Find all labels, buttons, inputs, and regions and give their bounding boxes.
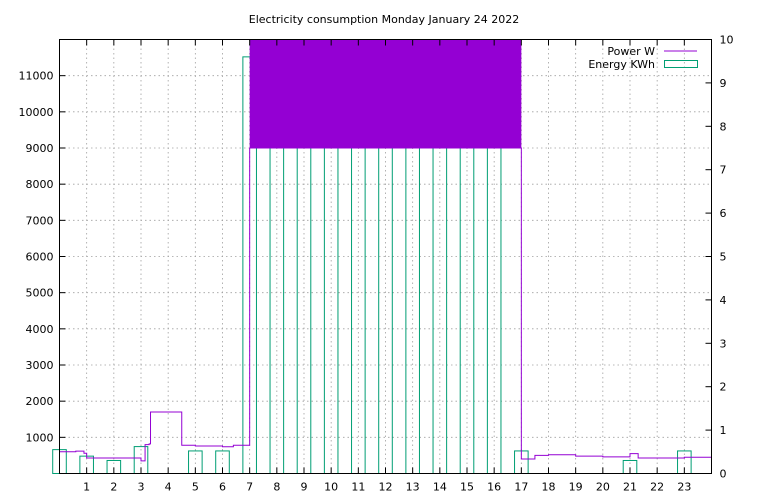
x-tick-label: 2 [110,481,117,494]
y-tick-label: 11000 [19,70,54,83]
y2-tick-label: 10 [720,34,734,47]
y-tick-label: 3000 [26,359,54,372]
legend-power-label: Power W [607,45,655,58]
x-tick-label: 18 [542,481,556,494]
y-tick-label: 6000 [26,251,54,264]
y2-tick-label: 8 [720,120,727,133]
x-tick-label: 22 [650,481,664,494]
legend: Power W Energy KWh [588,45,698,71]
x-tick-label: 5 [192,481,199,494]
y2-tick-label: 3 [720,337,727,350]
x-tick-label: 14 [433,481,447,494]
legend-energy-label: Energy KWh [588,58,655,71]
x-tick-label: 23 [677,481,691,494]
x-tick-label: 11 [351,481,365,494]
power-line [59,147,712,462]
x-tick-label: 8 [273,481,280,494]
x-tick-label: 13 [406,481,420,494]
y2-tick-label: 5 [720,251,727,264]
chart-title: Electricity consumption Monday January 2… [249,13,519,26]
y-tick-label: 7000 [26,214,54,227]
y-tick-label: 9000 [26,142,54,155]
x-tick-label: 9 [301,481,308,494]
x-tick-label: 4 [165,481,172,494]
power-fill [249,39,522,148]
y2-tick-label: 4 [720,294,727,307]
x-tick-label: 16 [487,481,501,494]
power-fill-area [249,39,522,148]
power-line-layer [59,147,712,462]
x-tick-label: 17 [514,481,528,494]
x-tick-label: 10 [324,481,338,494]
y-tick-label: 5000 [26,287,54,300]
y-tick-label: 8000 [26,178,54,191]
x-tick-label: 7 [246,481,253,494]
y2-tick-label: 2 [720,381,727,394]
x-tick-label: 1 [83,481,90,494]
tick-layer: 1 2 3 4 5 6 7 8 9 10 11 12 13 14 15 16 17 18 19 20 21 22 23100… [19,34,734,494]
x-tick-label: 19 [569,481,583,494]
x-tick-label: 3 [138,481,145,494]
x-tick-label: 12 [379,481,393,494]
x-tick-label: 15 [460,481,474,494]
y2-tick-label: 7 [720,164,727,177]
y-tick-label: 10000 [19,106,54,119]
legend-energy-swatch [664,60,698,68]
y-tick-label: 2000 [26,395,54,408]
y2-tick-label: 1 [720,424,727,437]
x-tick-label: 20 [596,481,610,494]
x-tick-label: 21 [623,481,637,494]
y2-tick-label: 0 [720,468,727,481]
y2-tick-label: 9 [720,77,727,90]
y-tick-label: 4000 [26,323,54,336]
y-tick-label: 1000 [26,431,54,444]
y2-tick-label: 6 [720,207,727,220]
x-tick-label: 6 [219,481,226,494]
